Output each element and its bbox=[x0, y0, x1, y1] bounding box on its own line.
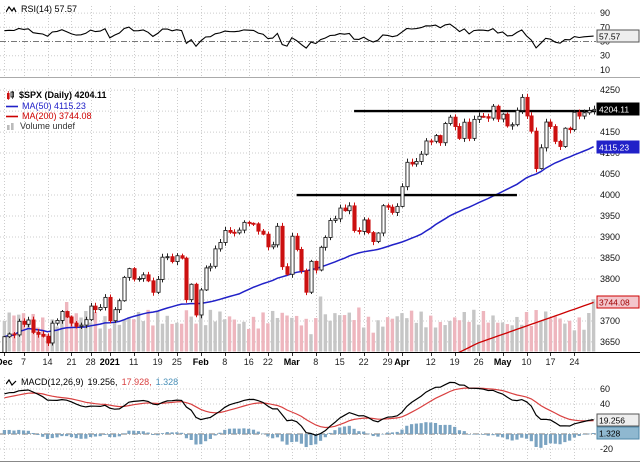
svg-text:10: 10 bbox=[522, 357, 532, 367]
svg-text:3650: 3650 bbox=[600, 337, 620, 347]
svg-text:12: 12 bbox=[426, 357, 436, 367]
svg-text:3950: 3950 bbox=[600, 211, 620, 221]
svg-text:17: 17 bbox=[545, 357, 555, 367]
svg-text:29: 29 bbox=[383, 357, 393, 367]
svg-text:28: 28 bbox=[86, 357, 96, 367]
svg-text:3850: 3850 bbox=[600, 253, 620, 263]
svg-text:4250: 4250 bbox=[600, 85, 620, 95]
svg-text:4050: 4050 bbox=[600, 169, 620, 179]
svg-text:30: 30 bbox=[600, 51, 610, 61]
svg-text:8: 8 bbox=[222, 357, 227, 367]
svg-text:90: 90 bbox=[600, 8, 610, 18]
svg-text:15: 15 bbox=[335, 357, 345, 367]
svg-text:24: 24 bbox=[569, 357, 579, 367]
svg-text:21: 21 bbox=[66, 357, 76, 367]
svg-text:11: 11 bbox=[129, 357, 138, 367]
svg-text:60: 60 bbox=[600, 384, 610, 394]
svg-text:-20: -20 bbox=[600, 444, 613, 454]
svg-text:4000: 4000 bbox=[600, 190, 620, 200]
svg-text:3900: 3900 bbox=[600, 232, 620, 242]
svg-text:3800: 3800 bbox=[600, 274, 620, 284]
svg-text:19: 19 bbox=[153, 357, 163, 367]
svg-text:Apr: Apr bbox=[394, 357, 410, 367]
svg-text:Mar: Mar bbox=[284, 357, 301, 367]
svg-text:40: 40 bbox=[600, 399, 610, 409]
svg-text:1.328: 1.328 bbox=[599, 429, 621, 439]
svg-text:7: 7 bbox=[21, 357, 26, 367]
svg-text:70: 70 bbox=[600, 22, 610, 32]
svg-text:Dec: Dec bbox=[0, 357, 13, 367]
svg-text:14: 14 bbox=[43, 357, 53, 367]
volume-bars bbox=[2, 296, 596, 352]
svg-text:4115.23: 4115.23 bbox=[599, 143, 629, 153]
svg-text:3744.08: 3744.08 bbox=[599, 298, 630, 308]
svg-text:May: May bbox=[494, 357, 512, 367]
svg-text:2021: 2021 bbox=[100, 357, 120, 367]
svg-text:10: 10 bbox=[600, 65, 610, 75]
svg-text:4204.11: 4204.11 bbox=[599, 105, 629, 115]
svg-text:22: 22 bbox=[359, 357, 369, 367]
trendlines bbox=[296, 109, 596, 197]
svg-text:57.57: 57.57 bbox=[599, 32, 621, 42]
macd-panel bbox=[2, 381, 596, 448]
svg-text:8: 8 bbox=[313, 357, 318, 367]
svg-text:16: 16 bbox=[244, 357, 254, 367]
svg-text:4150: 4150 bbox=[600, 127, 620, 137]
svg-text:Feb: Feb bbox=[193, 357, 210, 367]
svg-text:26: 26 bbox=[474, 357, 484, 367]
svg-text:19: 19 bbox=[450, 357, 460, 367]
svg-text:22: 22 bbox=[263, 357, 273, 367]
rsi-line bbox=[4, 23, 594, 49]
svg-text:19.256: 19.256 bbox=[599, 416, 625, 426]
svg-text:25: 25 bbox=[172, 357, 182, 367]
svg-text:3700: 3700 bbox=[600, 316, 620, 326]
candlesticks bbox=[2, 93, 596, 352]
